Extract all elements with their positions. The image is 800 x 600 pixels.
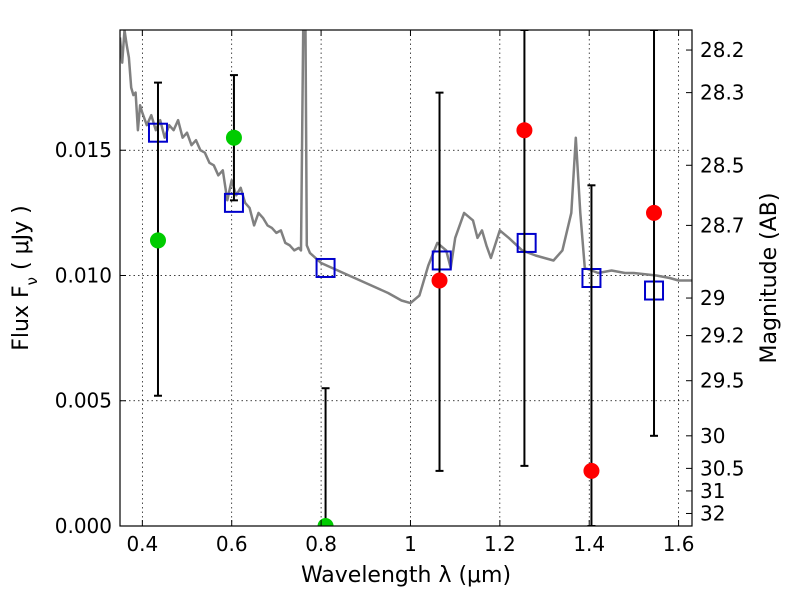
y2-axis-label: Magnitude (AB) bbox=[757, 193, 782, 364]
y-tick-label: 0.000 bbox=[55, 514, 112, 538]
y2-tick-label: 29 bbox=[700, 286, 725, 310]
y2-tick-label: 31 bbox=[700, 479, 725, 503]
plot-frame bbox=[119, 29, 693, 527]
y2-tick-label: 28.2 bbox=[700, 38, 745, 62]
observed-flux-point bbox=[225, 129, 242, 146]
model-photometry-square bbox=[516, 232, 537, 253]
x-tick-label: 1.4 bbox=[573, 532, 605, 556]
y2-tick-label: 30 bbox=[700, 424, 725, 448]
y2-tick-label: 28.5 bbox=[700, 153, 745, 177]
y2-tick-label: 29.5 bbox=[700, 369, 745, 393]
y2-tick-label: 28.7 bbox=[700, 213, 745, 237]
observed-flux-point bbox=[583, 462, 600, 479]
model-photometry-square bbox=[315, 257, 336, 278]
observed-flux-point bbox=[431, 272, 448, 289]
x-tick-label: 0.4 bbox=[126, 532, 158, 556]
x-tick-label: 0.6 bbox=[216, 532, 248, 556]
model-photometry-square bbox=[431, 250, 452, 271]
model-spectrum-line bbox=[120, 30, 692, 305]
y-axis-label: Flux Fν ( μJy ) bbox=[9, 205, 41, 350]
observed-flux-point bbox=[516, 122, 533, 139]
y2-tick-label: 29.2 bbox=[700, 324, 745, 348]
y2-tick-label: 32 bbox=[700, 501, 725, 525]
observed-flux-point bbox=[149, 232, 166, 249]
x-axis-label: Wavelength λ (μm) bbox=[301, 563, 511, 588]
x-tick-label: 1 bbox=[404, 532, 417, 556]
x-tick-label: 1.6 bbox=[663, 532, 695, 556]
y-tick-label: 0.010 bbox=[55, 263, 112, 287]
axis-ticks: 0.4 0.6 0.8 1 1.2 1.4 1.6 0.000 0.005 0.010 0.015 2… bbox=[55, 30, 745, 556]
x-tick-label: 0.8 bbox=[305, 532, 337, 556]
observed-flux-point bbox=[646, 204, 663, 221]
grid-lines bbox=[120, 30, 692, 527]
y-tick-label: 0.005 bbox=[55, 389, 112, 413]
y-tick-label: 0.015 bbox=[55, 138, 112, 162]
data-layer bbox=[120, 30, 692, 526]
y2-tick-label: 28.3 bbox=[700, 81, 745, 105]
x-tick-label: 1.2 bbox=[484, 532, 516, 556]
y2-tick-label: 30.5 bbox=[700, 456, 745, 480]
